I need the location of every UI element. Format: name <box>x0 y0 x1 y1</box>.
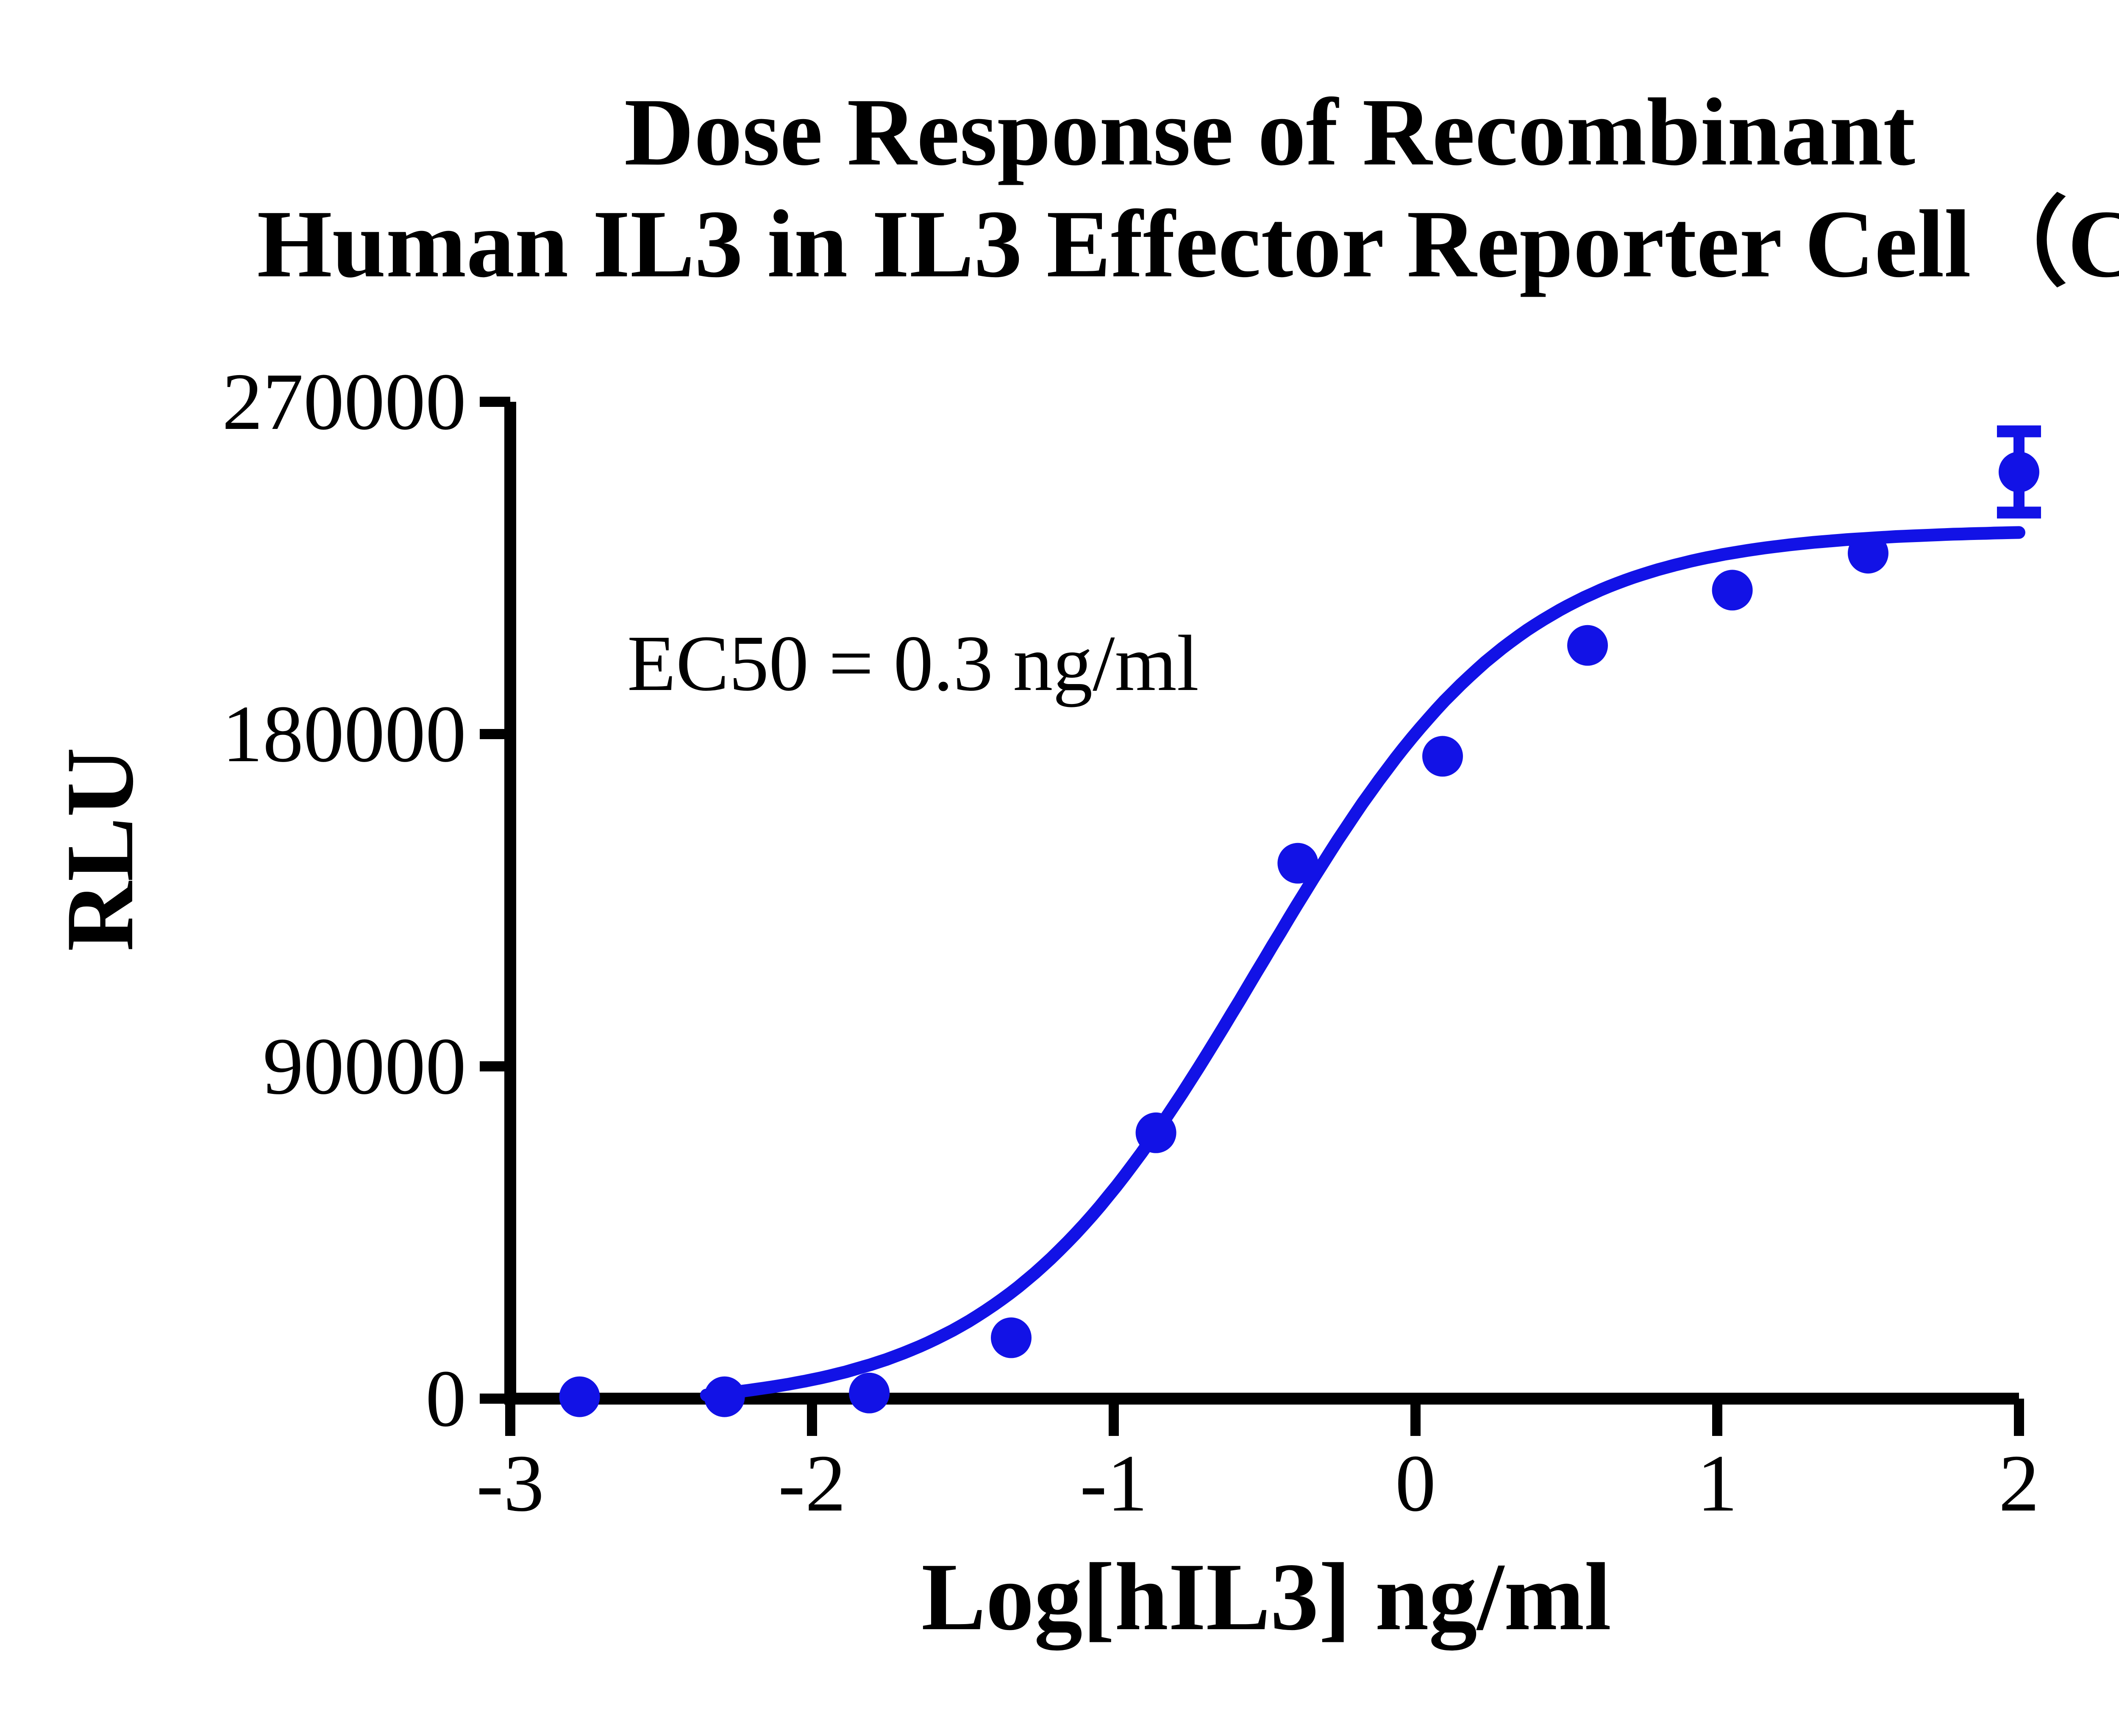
x-axis-title: Log[hIL3] ng/ml <box>921 1544 1611 1651</box>
data-point <box>559 1376 600 1417</box>
x-tick-label: -1 <box>1080 1438 1148 1528</box>
data-point <box>1422 736 1463 777</box>
axes-layer: 0 90000 180000 270000 -3 -2 -1 0 1 2 <box>222 356 2039 1528</box>
x-tick-label: 1 <box>1697 1438 1738 1528</box>
y-tick-label: 180000 <box>222 689 466 779</box>
data-point <box>1277 843 1318 884</box>
data-point <box>991 1317 1032 1358</box>
x-tick-label: 2 <box>1999 1438 2039 1528</box>
ec50-annotation: EC50 = 0.3 ng/ml <box>627 619 1199 707</box>
data-point <box>704 1376 745 1417</box>
y-tick-label: 270000 <box>222 356 466 447</box>
x-tick-label: -3 <box>476 1438 544 1528</box>
chart-title-line2: Human IL3 in IL3 Effector Reporter Cell（… <box>257 191 2119 298</box>
dose-response-fit-curve <box>700 526 2025 1402</box>
data-points-layer <box>559 425 2041 1417</box>
data-point <box>1135 1112 1176 1153</box>
x-tick-label: -2 <box>778 1438 846 1528</box>
fit-curve-layer <box>700 526 2025 1402</box>
x-tick-label: 0 <box>1395 1438 1436 1528</box>
data-point <box>1999 451 2039 492</box>
data-point <box>1848 533 1888 574</box>
chart-title-line1: Dose Response of Recombinant <box>624 79 1915 186</box>
data-point <box>849 1372 890 1413</box>
y-axis-title: RLU <box>47 747 153 951</box>
y-tick-label: 90000 <box>263 1021 466 1111</box>
data-point <box>1567 625 1608 666</box>
y-tick-label: 0 <box>425 1353 466 1444</box>
data-point <box>1712 570 1753 611</box>
